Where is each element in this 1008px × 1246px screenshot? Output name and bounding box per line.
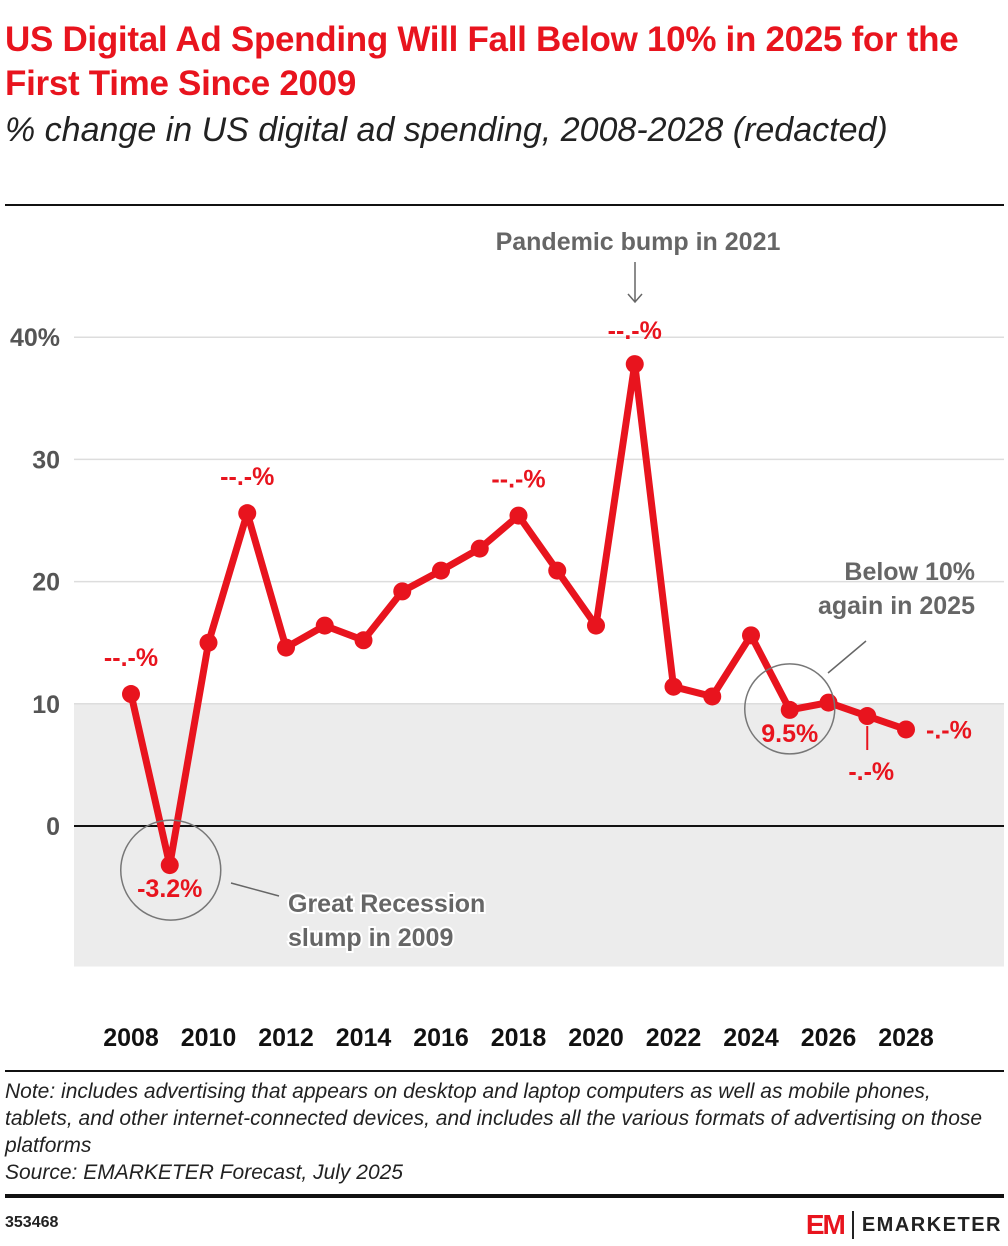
source-text: Source: EMARKETER Forecast, July 2025 — [5, 1161, 403, 1184]
x-tick-label: 2018 — [491, 1024, 547, 1052]
x-tick-label: 2024 — [723, 1024, 779, 1052]
data-point — [199, 633, 218, 652]
annotation-leader — [230, 882, 280, 897]
header-rule — [5, 204, 1004, 206]
data-label: -.-% — [926, 716, 972, 744]
logo-divider — [851, 1211, 854, 1239]
chart-subtitle: % change in US digital ad spending, 2008… — [5, 111, 888, 149]
annotation-recession: slump in 2009 — [288, 924, 453, 952]
highlight-circle-2009 — [120, 819, 222, 921]
annotation-pandemic: Pandemic bump in 2021 — [496, 228, 781, 256]
data-label: -.-% — [848, 758, 894, 786]
emarketer-logo: EM EMARKETER — [806, 1209, 1002, 1241]
data-point — [393, 582, 412, 601]
data-point — [897, 720, 915, 739]
x-tick-label: 2028 — [878, 1024, 934, 1052]
footer-rule — [5, 1070, 1004, 1072]
x-tick-label: 2008 — [103, 1024, 159, 1052]
below-10-shading — [74, 703, 1004, 967]
data-point — [238, 504, 257, 523]
data-label: --.-% — [220, 463, 274, 491]
data-point — [160, 856, 179, 875]
data-label: -3.2% — [137, 875, 202, 903]
data-label: 9.5% — [761, 720, 818, 748]
note-text: Note: includes advertising that appears … — [5, 1080, 983, 1157]
data-point — [703, 687, 722, 706]
y-tick-label: 20 — [32, 569, 60, 597]
x-tick-label: 2016 — [413, 1024, 469, 1052]
logo-word: EMARKETER — [861, 1213, 1002, 1236]
data-point — [432, 561, 450, 580]
data-point — [587, 616, 605, 635]
y-tick-label: 40% — [10, 324, 60, 352]
x-tick-label: 2026 — [801, 1024, 857, 1052]
x-tick-label: 2010 — [181, 1024, 237, 1052]
data-point — [354, 631, 373, 650]
annotation-below-10: Below 10% — [844, 558, 975, 586]
x-tick-label: 2012 — [258, 1024, 314, 1052]
highlight-circle-2025 — [744, 663, 836, 755]
chart-title: US Digital Ad Spending Will Fall Below 1… — [5, 20, 959, 103]
data-point — [470, 539, 489, 558]
x-tick-label: 2022 — [646, 1024, 702, 1052]
x-tick-label: 2014 — [336, 1024, 392, 1052]
footnote: Note: includes advertising that appears … — [5, 1078, 995, 1186]
data-point — [509, 506, 528, 525]
y-tick-label: 10 — [32, 691, 60, 719]
y-tick-label: 0 — [46, 813, 60, 841]
annotation-recession: Great Recession — [288, 890, 485, 918]
data-point — [858, 707, 877, 726]
data-label: --.-% — [491, 466, 545, 494]
data-point — [315, 616, 334, 635]
data-label: --.-% — [104, 644, 158, 672]
data-point — [742, 626, 760, 645]
data-point — [277, 638, 295, 657]
bottom-rule — [5, 1194, 1004, 1198]
x-tick-label: 2020 — [568, 1024, 624, 1052]
arrow-head-icon — [627, 293, 643, 304]
data-point — [625, 355, 644, 374]
data-point — [122, 685, 140, 704]
data-label: --.-% — [608, 317, 662, 345]
annotation-leader — [827, 640, 867, 674]
chart-id: 353468 — [5, 1214, 59, 1231]
data-point — [548, 561, 567, 580]
data-point — [780, 700, 799, 719]
annotation-below-10: again in 2025 — [818, 592, 975, 620]
y-tick-label: 30 — [32, 446, 60, 474]
data-point — [664, 677, 683, 696]
logo-mark: EM — [805, 1209, 846, 1240]
